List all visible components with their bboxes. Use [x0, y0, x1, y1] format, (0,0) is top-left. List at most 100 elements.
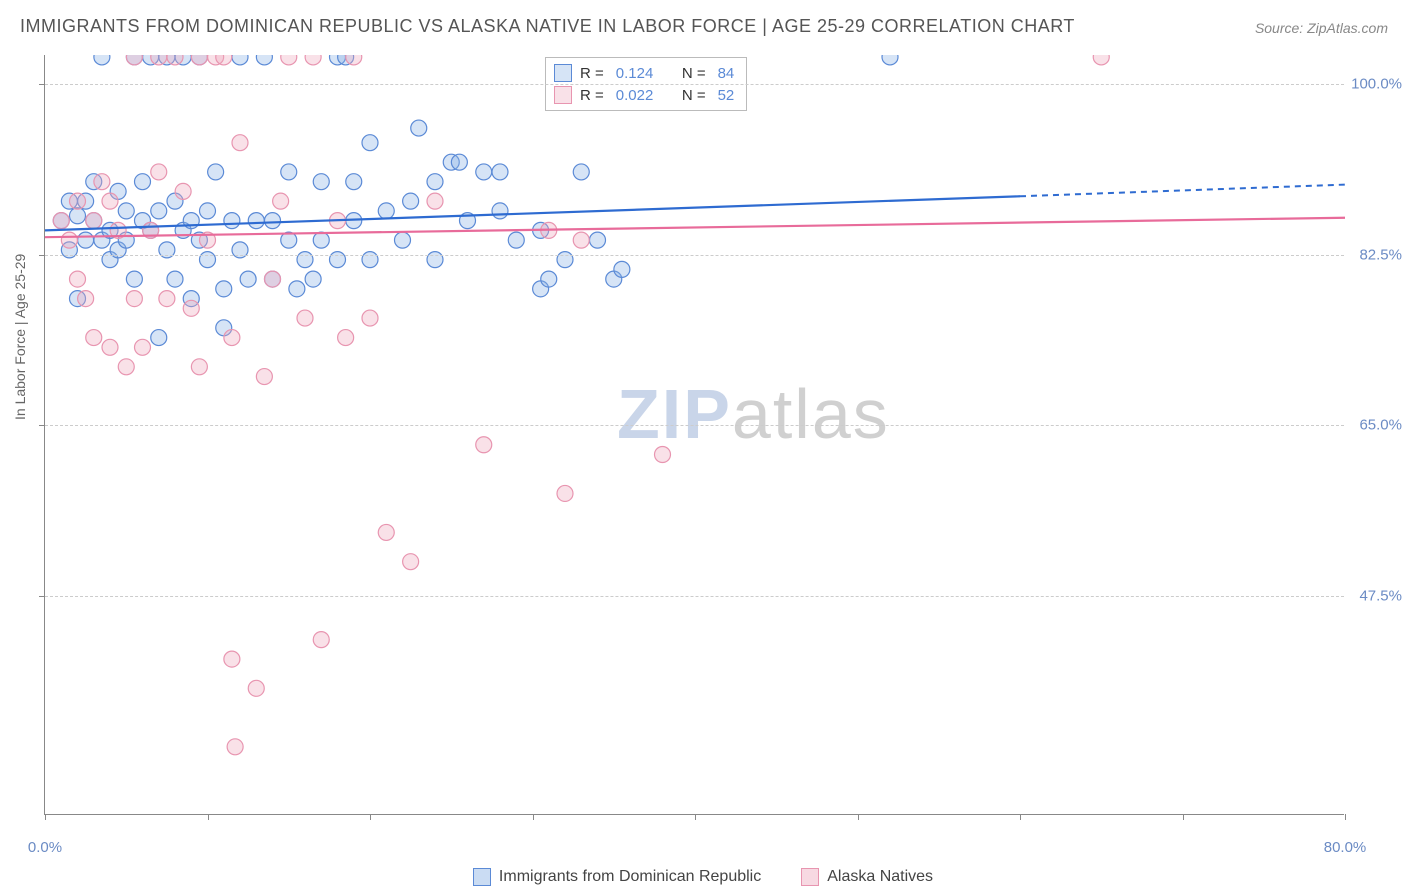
data-point	[265, 213, 281, 229]
legend-n-label: N =	[682, 87, 706, 104]
data-point	[313, 632, 329, 648]
legend-item: Alaska Natives	[801, 868, 933, 886]
data-point	[151, 164, 167, 180]
x-tick-label: 80.0%	[1324, 839, 1367, 856]
y-tick-label: 100.0%	[1351, 76, 1402, 93]
legend-row: R = 0.022 N = 52	[554, 84, 734, 106]
y-tick-label: 82.5%	[1359, 246, 1402, 263]
data-point	[882, 55, 898, 65]
data-point	[159, 291, 175, 307]
data-point	[451, 154, 467, 170]
data-point	[61, 232, 77, 248]
data-point	[573, 164, 589, 180]
data-point	[78, 291, 94, 307]
data-point	[362, 135, 378, 151]
series-legend: Immigrants from Dominican Republic Alaska…	[0, 868, 1406, 886]
data-point	[94, 55, 110, 65]
data-point	[191, 359, 207, 375]
data-point	[492, 164, 508, 180]
data-point	[94, 174, 110, 190]
gridline	[45, 84, 1344, 85]
data-point	[411, 120, 427, 136]
data-point	[395, 232, 411, 248]
data-point	[232, 55, 248, 65]
legend-r-label: R =	[580, 65, 604, 82]
x-tick-label: 0.0%	[28, 839, 62, 856]
data-point	[305, 271, 321, 287]
data-point	[70, 193, 86, 209]
gridline	[45, 255, 1344, 256]
data-point	[175, 183, 191, 199]
data-point	[541, 271, 557, 287]
legend-n-value: 84	[718, 65, 735, 82]
data-point	[224, 330, 240, 346]
source-label: Source: ZipAtlas.com	[1255, 20, 1388, 36]
y-axis-label: In Labor Force | Age 25-29	[12, 254, 28, 420]
legend-item: Immigrants from Dominican Republic	[473, 868, 761, 886]
data-point	[265, 271, 281, 287]
legend-swatch	[554, 86, 572, 104]
x-tick	[1183, 814, 1184, 820]
y-tick	[39, 84, 45, 85]
data-point	[151, 203, 167, 219]
legend-n-value: 52	[718, 87, 735, 104]
data-point	[346, 174, 362, 190]
data-point	[492, 203, 508, 219]
legend-n-label: N =	[682, 65, 706, 82]
legend-swatch	[801, 868, 819, 886]
data-point	[118, 203, 134, 219]
data-point	[289, 281, 305, 297]
data-point	[126, 55, 142, 65]
data-point	[281, 164, 297, 180]
legend-r-value: 0.022	[616, 87, 654, 104]
data-point	[86, 330, 102, 346]
legend-row: R = 0.124 N = 84	[554, 62, 734, 84]
data-point	[476, 164, 492, 180]
chart-title: IMMIGRANTS FROM DOMINICAN REPUBLIC VS AL…	[20, 16, 1075, 37]
data-point	[224, 651, 240, 667]
data-point	[508, 232, 524, 248]
data-point	[248, 680, 264, 696]
x-tick	[45, 814, 46, 820]
x-tick	[533, 814, 534, 820]
legend-r-label: R =	[580, 87, 604, 104]
y-tick-label: 65.0%	[1359, 417, 1402, 434]
legend-swatch	[554, 64, 572, 82]
data-point	[224, 213, 240, 229]
data-point	[126, 291, 142, 307]
data-point	[346, 55, 362, 65]
data-point	[151, 55, 167, 65]
data-point	[557, 485, 573, 501]
y-tick	[39, 255, 45, 256]
trend-line-extrapolated	[1020, 185, 1345, 197]
x-tick	[1020, 814, 1021, 820]
data-point	[427, 174, 443, 190]
y-tick-label: 47.5%	[1359, 587, 1402, 604]
data-point	[53, 213, 69, 229]
data-point	[208, 164, 224, 180]
x-tick	[858, 814, 859, 820]
data-point	[70, 208, 86, 224]
data-point	[102, 339, 118, 355]
data-point	[248, 213, 264, 229]
y-tick	[39, 596, 45, 597]
data-point	[655, 446, 671, 462]
data-point	[216, 281, 232, 297]
legend-r-value: 0.124	[616, 65, 654, 82]
data-point	[135, 174, 151, 190]
data-point	[70, 271, 86, 287]
data-point	[256, 369, 272, 385]
legend-label: Alaska Natives	[827, 868, 933, 886]
x-tick	[1345, 814, 1346, 820]
data-point	[118, 359, 134, 375]
data-point	[476, 437, 492, 453]
data-point	[305, 55, 321, 65]
data-point	[273, 193, 289, 209]
data-point	[338, 330, 354, 346]
data-point	[378, 524, 394, 540]
data-point	[403, 193, 419, 209]
data-point	[240, 271, 256, 287]
data-point	[313, 232, 329, 248]
data-point	[102, 193, 118, 209]
y-tick	[39, 425, 45, 426]
